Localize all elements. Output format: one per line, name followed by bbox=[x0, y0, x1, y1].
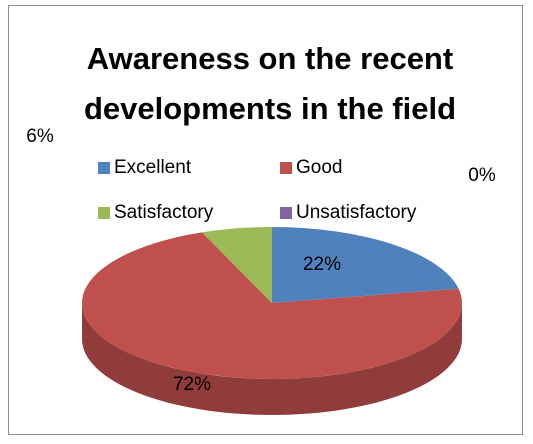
chart-title: Awareness on the recent developments in … bbox=[83, 41, 457, 126]
data-label: 0% bbox=[468, 165, 496, 186]
data-label: 22% bbox=[303, 254, 341, 275]
chart-frame bbox=[8, 5, 523, 435]
legend-label: Satisfactory bbox=[114, 202, 214, 223]
pie-slice bbox=[82, 232, 463, 379]
data-label: 72% bbox=[173, 374, 211, 395]
pie-slice bbox=[202, 227, 272, 303]
legend-swatch bbox=[280, 162, 292, 174]
legend-label: Excellent bbox=[114, 157, 192, 178]
data-label: 6% bbox=[26, 126, 54, 147]
legend-label: Unsatisfactory bbox=[296, 202, 417, 223]
pie-slice bbox=[272, 227, 459, 303]
legend-label: Good bbox=[296, 157, 342, 178]
slice-side bbox=[82, 303, 462, 415]
legend-swatch bbox=[98, 207, 110, 219]
legend-swatch bbox=[98, 162, 110, 174]
legend-swatch bbox=[280, 207, 292, 219]
